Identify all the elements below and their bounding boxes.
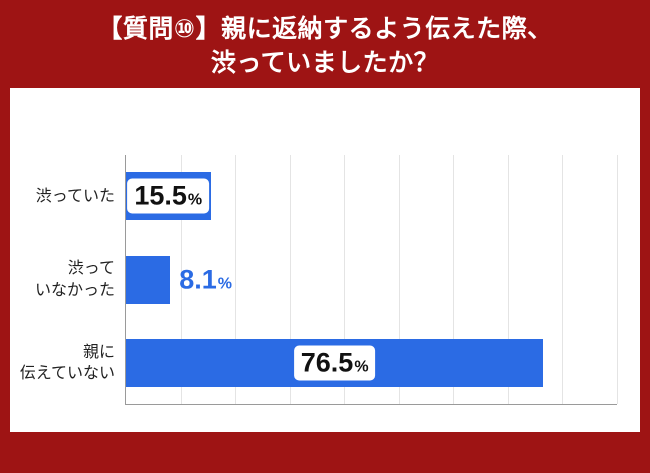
bar: 15.5% (126, 172, 211, 221)
gridline (235, 155, 237, 404)
bar: 8.1% (126, 255, 232, 304)
plot-area: 15.5% 8.1% 76.5% (125, 155, 618, 405)
gridline (398, 155, 400, 404)
gridline (507, 155, 509, 404)
gridline (289, 155, 291, 404)
category-label: 渋って いなかった (34, 260, 115, 299)
bar-chart: 渋っていた渋って いなかった親に 伝えていない 15.5% 8.1% 76.5% (10, 155, 640, 405)
value-label: 76.5% (293, 345, 376, 380)
category-labels: 渋っていた渋って いなかった親に 伝えていない (10, 155, 125, 405)
chart-panel: 渋っていた渋って いなかった親に 伝えていない 15.5% 8.1% 76.5% (10, 88, 640, 432)
category-label: 渋っていた (35, 187, 115, 205)
gridline (180, 155, 182, 404)
gridline (344, 155, 346, 404)
category-label: 親に 伝えていない (19, 343, 115, 383)
gridline (453, 155, 455, 404)
chart-title: 【質問⑩】親に返納するよう伝えた際、 渋っていましたか？ (0, 0, 650, 80)
gridline (562, 155, 564, 404)
value-label: 15.5% (127, 178, 210, 214)
bar: 76.5% (126, 338, 544, 387)
value-label: 8.1% (179, 264, 232, 294)
chart-title-line2: 渋っていましたか？ (210, 49, 440, 77)
gridline (617, 155, 618, 404)
chart-title-line1: 【質問⑩】親に返納するよう伝えた際、 (97, 15, 553, 43)
